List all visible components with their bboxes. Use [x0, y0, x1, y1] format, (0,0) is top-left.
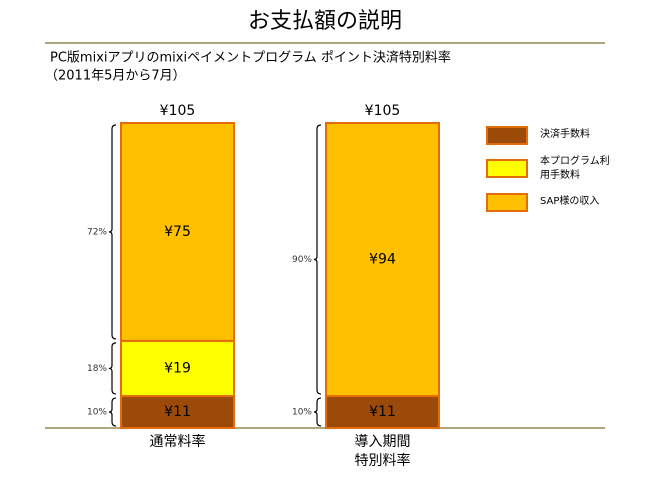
total-label: ¥105	[160, 103, 196, 119]
bracket	[313, 124, 322, 395]
legend-label: 本プログラム利用手数料	[540, 156, 610, 181]
total-label: ¥105	[365, 103, 401, 119]
bar-segment	[120, 122, 235, 342]
bracket	[108, 397, 117, 427]
legend-label: 決済手数料	[540, 129, 590, 140]
legend-swatch	[486, 126, 528, 145]
bracket	[108, 124, 117, 340]
value-label: ¥75	[164, 224, 191, 240]
value-label: ¥94	[369, 252, 396, 268]
value-label: ¥11	[369, 404, 396, 420]
share-label: 18%	[87, 364, 107, 374]
value-label: ¥11	[164, 404, 191, 420]
legend-label: SAP様の収入	[540, 196, 600, 207]
share-label: 10%	[87, 408, 107, 418]
subtitle: （2011年5月から7月）	[45, 69, 186, 84]
share-label: 72%	[87, 227, 107, 237]
bracket	[313, 397, 322, 427]
x-tick-label: 特別料率	[355, 452, 411, 469]
bar-segment	[325, 122, 440, 398]
legend-swatch	[486, 159, 528, 178]
x-tick-label: 通常料率	[150, 433, 206, 450]
x-tick-label: 導入期間	[355, 434, 411, 450]
bar-segment	[325, 395, 440, 429]
bracket	[108, 342, 117, 395]
subtitle: PC版mixiアプリのmixiペイメントプログラム ポイント決済特別料率	[50, 50, 451, 66]
value-label: ¥19	[164, 360, 191, 376]
slide-title: お支払額の説明	[248, 9, 402, 34]
share-label: 10%	[292, 408, 312, 418]
bar-segment	[120, 395, 235, 429]
share-label: 90%	[292, 255, 312, 265]
legend-swatch	[486, 193, 528, 212]
